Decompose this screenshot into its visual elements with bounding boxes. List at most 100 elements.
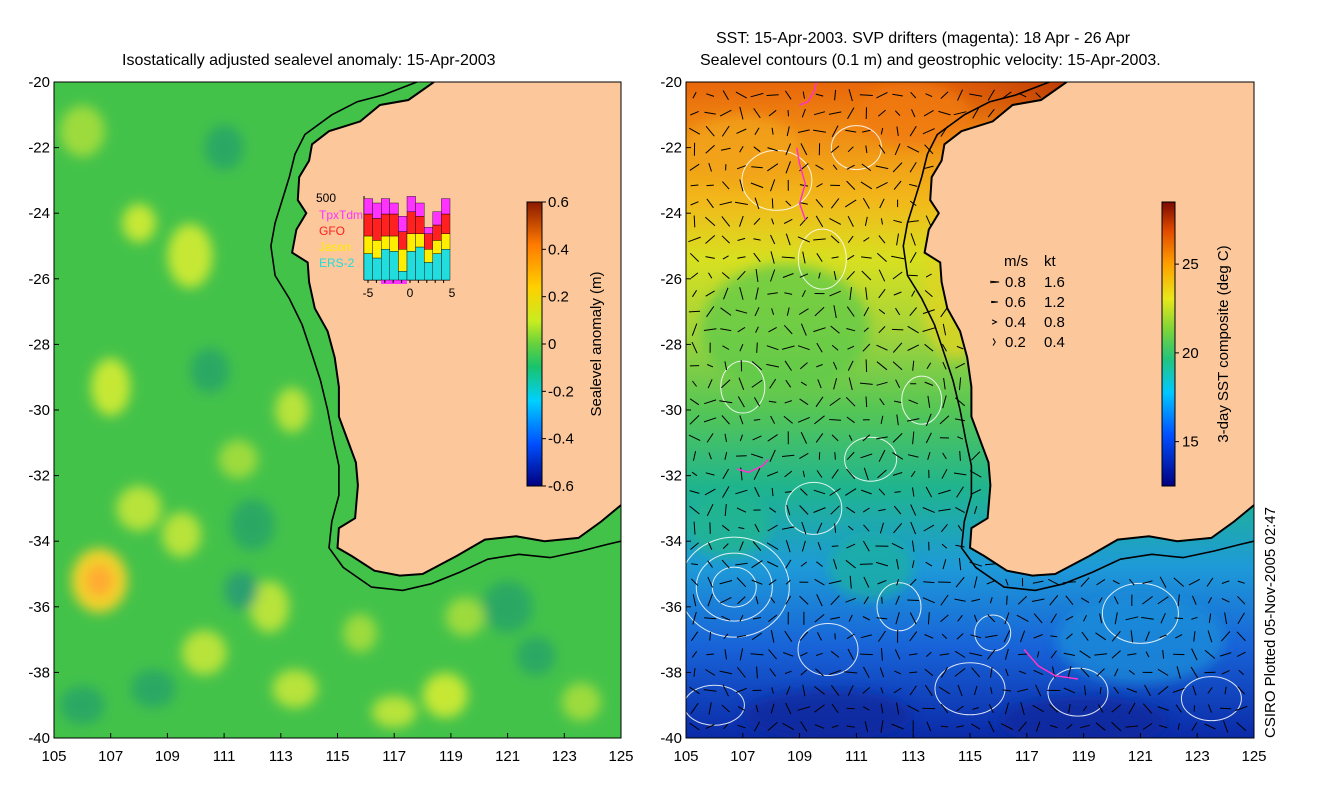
velocity-arrow [708, 542, 713, 550]
velocity-arrow [891, 542, 904, 550]
left-map-title: Isostatically adjusted sealevel anomaly:… [122, 52, 496, 69]
sla-blob [422, 672, 468, 718]
velocity-arrow [863, 706, 870, 711]
velocity-arrow [1220, 631, 1231, 642]
velocity-arrow [878, 449, 886, 462]
velocity-arrow [953, 111, 967, 116]
velocity-arrow [799, 398, 809, 406]
velocity-arrow [860, 453, 873, 459]
velocity-arrow [831, 434, 839, 442]
velocity-arrow [924, 343, 934, 352]
velocity-arrow [943, 378, 946, 390]
velocity-arrow [756, 342, 758, 353]
velocity-arrow [800, 381, 807, 386]
velocity-arrow [813, 327, 826, 333]
velocity-arrow [1127, 653, 1137, 656]
velocity-arrow [925, 413, 932, 427]
velocity-arrow [783, 415, 793, 424]
velocity-arrow [892, 452, 904, 460]
velocity-arrow [894, 400, 902, 403]
velocity-arrow [818, 272, 821, 279]
velocity-arrow [876, 361, 888, 371]
velocity-arrow [751, 579, 763, 585]
velocity-arrow [737, 596, 746, 605]
inset-bars [363, 196, 451, 281]
velocity-arrow [799, 216, 809, 227]
velocity-arrow [768, 579, 777, 586]
velocity-arrow [1018, 653, 1027, 656]
sst-colorbar: 25 20 15 3-day SST composite (deg C) [1161, 201, 1232, 487]
velocity-arrow [1172, 687, 1185, 693]
velocity-arrow [703, 417, 717, 423]
velocity-arrow [815, 396, 824, 408]
velocity-arrow [879, 667, 885, 678]
svp-drifter-tracks [736, 82, 1079, 680]
velocity-arrow [767, 163, 779, 172]
velocity-arrow [724, 451, 728, 460]
velocity-arrow [689, 490, 700, 494]
velocity-arrow [689, 722, 700, 731]
lon-tick-label: 119 [1072, 748, 1096, 765]
velocity-arrow [846, 468, 856, 480]
velocity-arrow [770, 597, 776, 604]
vel-scale-arrow [992, 338, 996, 346]
velocity-arrow [739, 344, 744, 352]
drifter-track [799, 82, 818, 106]
inset-bar-jason [381, 235, 391, 250]
velocity-arrow [860, 634, 872, 639]
velocity-arrow [706, 433, 714, 443]
velocity-arrow [1128, 669, 1135, 675]
velocity-arrow [707, 576, 713, 588]
velocity-arrow [1114, 612, 1118, 625]
velocity-arrow [787, 110, 789, 117]
velocity-arrow [754, 523, 760, 533]
velocity-arrow [1004, 648, 1009, 660]
velocity-arrow [891, 328, 904, 331]
sealevel-contour [844, 436, 898, 482]
velocity-arrow [785, 233, 791, 246]
sla-blob [516, 636, 556, 676]
velocity-arrow [1206, 577, 1214, 587]
velocity-arrow [1207, 687, 1213, 694]
velocity-arrow [721, 216, 731, 227]
velocity-arrow [938, 686, 951, 695]
sealevel-contour [797, 622, 859, 676]
velocity-arrow [799, 202, 808, 205]
velocity-arrow [815, 93, 824, 97]
velocity-arrow [940, 703, 949, 714]
velocity-arrow [754, 197, 760, 210]
velocity-arrow [813, 507, 826, 513]
velocity-arrow [1111, 704, 1122, 713]
lon-tick-label: 125 [1241, 748, 1266, 765]
velocity-arrow [755, 287, 759, 300]
drifter-track [796, 147, 807, 221]
velocity-arrow [1079, 724, 1091, 729]
velocity-arrow [768, 109, 777, 117]
inset-bar-tpx [372, 202, 382, 219]
velocity-arrow [1236, 651, 1246, 658]
inset-bar-gfo [372, 218, 382, 241]
velocity-arrow [896, 702, 900, 715]
velocity-arrow [1035, 92, 1041, 98]
velocity-arrow [1018, 670, 1027, 675]
velocity-arrow [781, 526, 795, 530]
velocity-arrow [940, 614, 949, 623]
velocity-arrow [1035, 684, 1042, 697]
velocity-arrow [721, 559, 730, 569]
velocity-arrow [865, 396, 868, 408]
velocity-arrow [877, 579, 887, 585]
velocity-arrow [831, 545, 839, 547]
inset-bar-jason [389, 235, 399, 252]
inset-bar-gfo [424, 233, 434, 250]
velocity-arrow [769, 449, 776, 463]
velocity-arrow [737, 396, 745, 408]
sla-blob [91, 358, 131, 416]
velocity-arrow [770, 703, 775, 714]
sla-colorbar: 0.6 0.4 0.2 0 -0.2 -0.4 -0.6 Sealevel anomaly … [526, 194, 605, 495]
velocity-arrow [878, 235, 886, 244]
velocity-arrow [737, 666, 746, 678]
velocity-arrow [865, 287, 868, 300]
velocity-arrow [814, 306, 825, 317]
velocity-arrow [1031, 598, 1045, 602]
velocity-arrow [1142, 596, 1153, 605]
